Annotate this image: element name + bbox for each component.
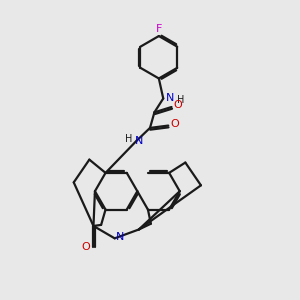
Text: N: N — [116, 232, 124, 242]
Text: H: H — [125, 134, 132, 144]
Text: O: O — [82, 242, 91, 252]
Text: N: N — [135, 136, 143, 146]
Text: F: F — [156, 24, 162, 34]
Text: O: O — [170, 119, 179, 129]
Text: H: H — [177, 94, 184, 105]
Text: O: O — [174, 100, 182, 110]
Text: N: N — [166, 93, 174, 103]
